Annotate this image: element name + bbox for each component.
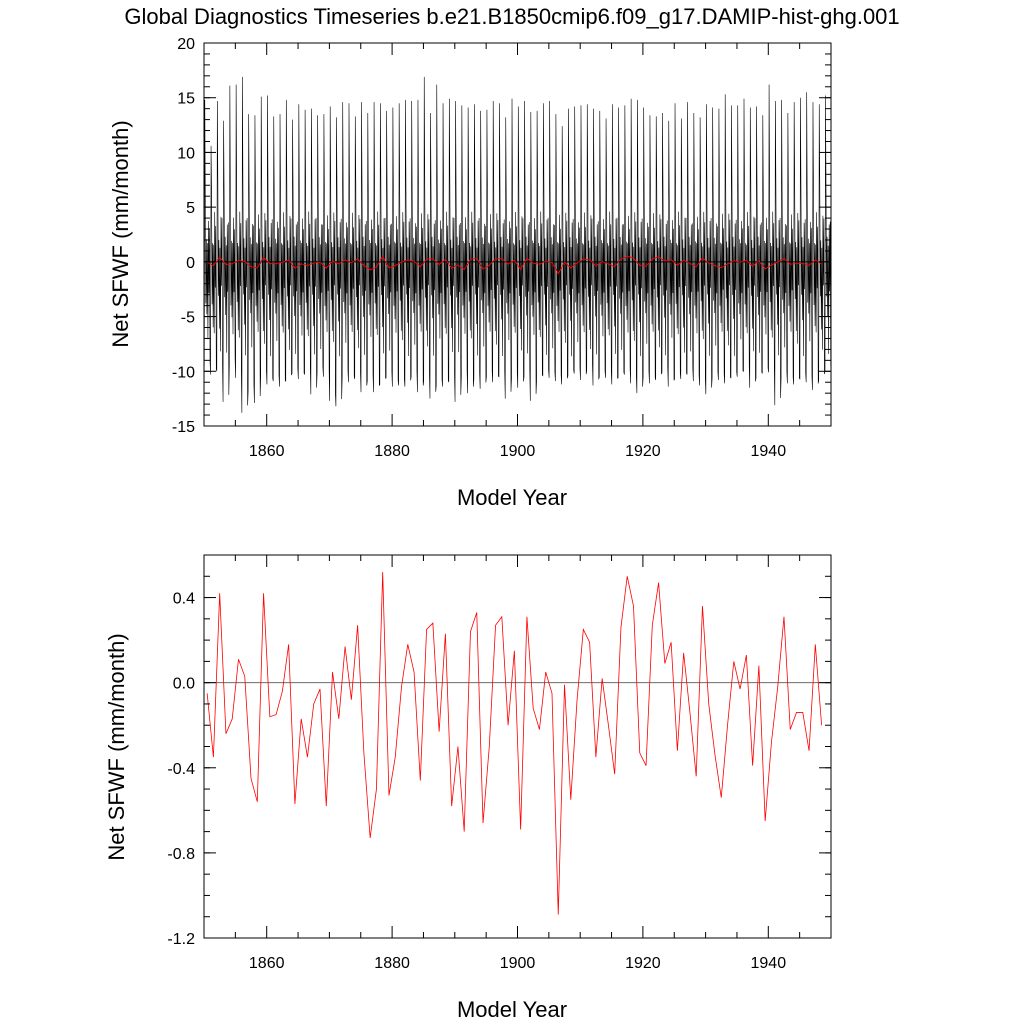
top-y-tick-label: 20 [177, 36, 195, 53]
bottom-x-tick-label: 1900 [500, 955, 536, 972]
top-y-tick-label: -15 [172, 419, 195, 436]
bottom-x-tick-label: 1860 [249, 955, 285, 972]
figure-title: Global Diagnostics Timeseries b.e21.B185… [124, 4, 899, 29]
bottom-y-tick-label: 0.0 [173, 676, 195, 693]
top-panel: 1860 1880 1900 1920 1940 20 15 10 5 0 -5 -10 -15 Mod… [108, 36, 832, 510]
top-y-tick-label: 10 [177, 145, 195, 162]
bottom-y-tick-label: -0.8 [167, 846, 195, 863]
top-y-tick-label: -5 [181, 310, 195, 327]
top-x-tick-label: 1920 [625, 443, 661, 460]
bottom-y-tick-label: -1.2 [167, 931, 195, 948]
top-x-tick-label: 1880 [374, 443, 410, 460]
bottom-series-group [204, 572, 831, 915]
bottom-axes-group: 1860 1880 1900 1920 1940 0.4 0.0 -0.4 -0.8 -1.2 [167, 554, 832, 972]
top-y-tick-label: 5 [186, 200, 195, 217]
bottom-x-tick-label: 1880 [374, 955, 410, 972]
top-y-tick-label: 0 [186, 255, 195, 272]
bottom-y-tick-label: -0.4 [167, 761, 195, 778]
bottom-y-axis-label: Net SFWF (mm/month) [104, 633, 129, 860]
top-annual-mean-series-line [206, 255, 822, 275]
top-x-axis-label: Model Year [457, 485, 567, 510]
bottom-x-tick-label: 1940 [751, 955, 787, 972]
bottom-x-axis-label: Model Year [457, 997, 567, 1022]
top-axes-group: 1860 1880 1900 1920 1940 20 15 10 5 0 -5 -10 -15 [172, 36, 832, 460]
bottom-panel: 1860 1880 1900 1920 1940 0.4 0.0 -0.4 -0.8 -1.2 M… [104, 554, 832, 1022]
top-y-tick-label: 15 [177, 91, 195, 108]
top-y-tick-label: -10 [172, 364, 195, 381]
bottom-annual-mean-series-line [206, 572, 822, 915]
top-x-tick-label: 1860 [249, 443, 285, 460]
bottom-y-tick-label: 0.4 [173, 591, 195, 608]
top-x-tick-label: 1940 [751, 443, 787, 460]
top-series-group [203, 76, 832, 413]
top-monthly-series-line [203, 76, 832, 413]
top-y-axis-label: Net SFWF (mm/month) [108, 120, 133, 347]
top-x-tick-label: 1900 [500, 443, 536, 460]
bottom-x-tick-label: 1920 [625, 955, 661, 972]
